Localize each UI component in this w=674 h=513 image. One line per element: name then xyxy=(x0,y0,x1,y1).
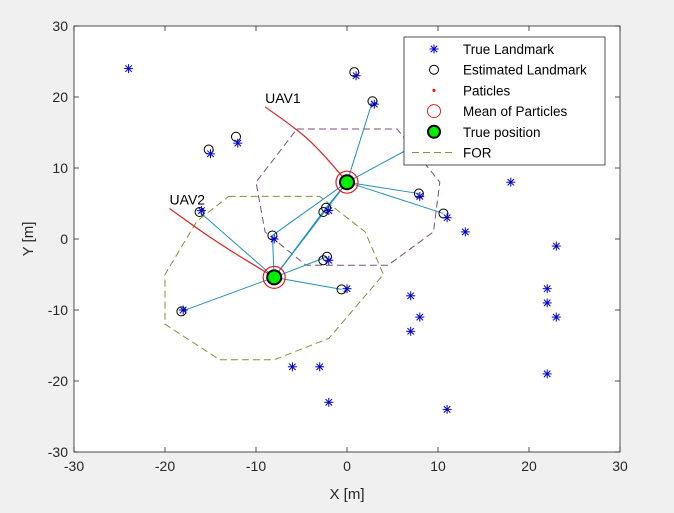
true-landmark xyxy=(287,362,297,372)
y-axis-label: Y [m] xyxy=(20,222,37,257)
true-landmark xyxy=(342,284,352,294)
true-landmark xyxy=(542,369,552,379)
legend: True Landmark Estimated Landmark Paticles M… xyxy=(403,36,606,166)
trajectories xyxy=(169,106,345,276)
estimated-landmark xyxy=(194,207,205,218)
true-landmark xyxy=(406,326,416,336)
legend-label: Estimated Landmark xyxy=(463,63,587,78)
y-tick-label: 0 xyxy=(60,231,68,247)
true-landmark xyxy=(542,284,552,294)
true-landmark xyxy=(415,312,425,322)
legend-filled-circle-icon xyxy=(427,124,441,139)
mean-of-particles xyxy=(262,265,286,289)
link-line xyxy=(274,256,328,278)
true-landmark xyxy=(324,255,334,265)
y-tick-label: -30 xyxy=(48,444,68,460)
true-landmark xyxy=(442,404,452,414)
axis-ticks: -30 -20 -10 0 10 20 30 -30 -20 -10 0 10 20 30 xyxy=(48,18,628,474)
x-tick-label: 30 xyxy=(612,458,628,474)
estimated-landmark xyxy=(349,67,360,78)
estimated-landmark xyxy=(267,230,278,241)
true-landmark xyxy=(369,99,379,109)
legend-star-icon xyxy=(429,44,439,54)
true-landmark xyxy=(415,191,425,201)
legend-circle-icon xyxy=(429,64,439,75)
uav-labels: UAV1 UAV2 xyxy=(170,90,301,208)
true-landmark xyxy=(206,149,215,159)
y-tick-label: 30 xyxy=(52,18,68,34)
true-landmark xyxy=(542,298,552,308)
true-landmark xyxy=(269,234,279,244)
x-tick-label: 0 xyxy=(343,458,351,474)
measurement-links xyxy=(181,101,444,312)
legend-label: True Landmark xyxy=(463,42,554,57)
y-tick-label: -10 xyxy=(48,302,68,318)
link-line xyxy=(273,181,348,278)
x-tick-label: -30 xyxy=(64,458,84,474)
x-axis-label: X [m] xyxy=(329,486,364,503)
link-line xyxy=(272,181,348,236)
y-tick-label: 10 xyxy=(52,160,68,176)
estimated-landmark xyxy=(321,251,332,262)
x-tick-label: 10 xyxy=(430,458,446,474)
true-landmark xyxy=(324,206,334,216)
true-landmark xyxy=(351,71,361,81)
true-landmark xyxy=(178,305,188,315)
true-landmark xyxy=(406,291,416,301)
legend-box xyxy=(403,36,606,166)
link-line xyxy=(199,211,275,278)
true-landmark xyxy=(124,64,134,74)
legend-label: Paticles xyxy=(463,83,511,98)
true-landmark xyxy=(442,213,452,223)
true-landmark xyxy=(196,206,206,216)
link-line xyxy=(346,181,419,195)
y-tick-label: -20 xyxy=(48,373,68,389)
uav-label: UAV2 xyxy=(170,191,206,207)
uav-label: UAV1 xyxy=(265,90,301,106)
legend-label: True position xyxy=(463,125,541,140)
x-tick-label: 20 xyxy=(521,458,537,474)
true-landmark xyxy=(460,227,470,237)
true-landmark xyxy=(315,362,325,372)
trajectory-path xyxy=(264,106,345,180)
true-landmark xyxy=(506,177,516,187)
link-line xyxy=(346,181,444,214)
true-position xyxy=(339,174,355,191)
estimated-landmark xyxy=(413,188,424,199)
uav-markers xyxy=(262,170,359,289)
x-tick-label: -10 xyxy=(246,458,266,474)
mean-of-particles xyxy=(335,170,359,194)
link-line xyxy=(346,101,373,183)
y-tick-label: 20 xyxy=(52,89,68,105)
x-tick-label: -20 xyxy=(155,458,175,474)
true-landmark xyxy=(324,397,334,407)
true-landmark xyxy=(233,138,243,148)
trajectory-path xyxy=(169,207,270,276)
link-line xyxy=(181,276,275,312)
legend-label: Mean of Particles xyxy=(463,104,568,119)
estimated-landmark xyxy=(176,306,187,317)
true-position xyxy=(266,269,283,286)
true-landmark xyxy=(551,312,561,322)
true-landmarks xyxy=(124,64,561,414)
true-landmark xyxy=(551,241,561,251)
legend-dot-icon xyxy=(432,88,436,92)
legend-label: FOR xyxy=(463,146,492,161)
legend-ring-icon xyxy=(427,104,441,119)
